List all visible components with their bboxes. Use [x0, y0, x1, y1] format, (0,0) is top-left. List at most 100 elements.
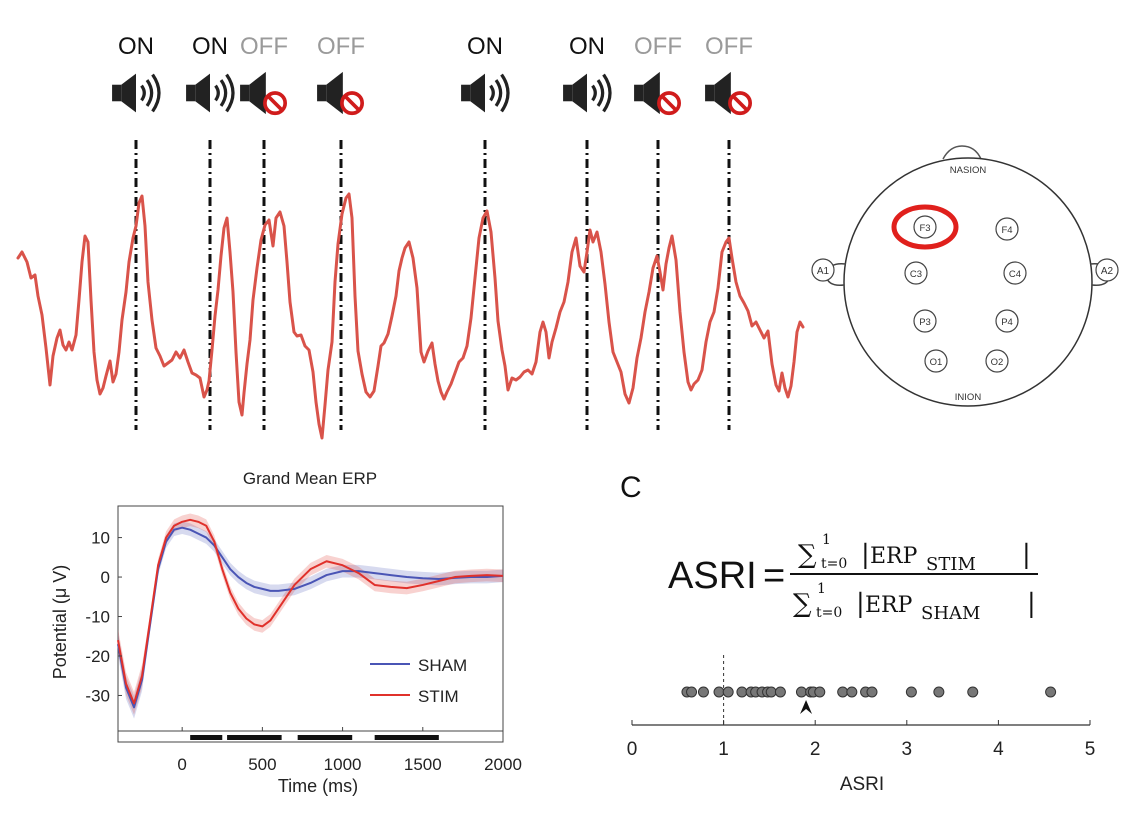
x-tick-label: 2000	[484, 755, 522, 774]
f3-highlight-ring	[891, 204, 959, 250]
speaker-muted-icon	[315, 70, 365, 116]
denominator-sum-upper: 1	[817, 581, 826, 597]
asri-formula: C ASRI = ∑ 1 t=0 | ERP STIM | ∑ 1 t=0 | …	[620, 471, 1038, 624]
event-label: ON	[569, 33, 605, 60]
band-stim	[118, 513, 503, 715]
erp-y-ticks: 10 0 -10 -20 -30	[85, 529, 122, 705]
svg-text:C3: C3	[910, 269, 922, 280]
speaker-muted-icon	[238, 70, 288, 116]
event-label: ON	[192, 33, 228, 60]
denominator-bar-right: |	[1027, 589, 1036, 619]
significance-bar-1	[190, 735, 223, 740]
asri-point	[795, 686, 807, 698]
numerator-term: ERP	[870, 544, 918, 569]
asri-point	[713, 686, 725, 698]
asri-point	[933, 686, 945, 698]
denominator-bar-left: |	[856, 589, 865, 619]
asri-tick-label: 0	[627, 739, 638, 760]
asri-point	[697, 686, 709, 698]
asri-point	[1045, 686, 1057, 698]
asri-point	[774, 686, 786, 698]
arrow-marker-icon	[800, 700, 813, 714]
y-tick-label: -10	[85, 608, 110, 627]
asri-tick-label: 1	[718, 739, 729, 760]
asri-tick-label: 3	[902, 739, 913, 760]
asri-tick-label: 5	[1085, 739, 1096, 760]
event-label: ON	[118, 33, 154, 60]
speaker-on-icon	[184, 72, 235, 114]
event-5: ON	[459, 33, 510, 430]
ear-electrode-a1: A1	[811, 258, 835, 282]
asri-point	[905, 686, 917, 698]
nose-outline	[942, 145, 982, 160]
legend-label-sham: SHAM	[418, 656, 467, 675]
formula-lhs: ASRI	[668, 555, 757, 597]
event-label: OFF	[317, 33, 365, 60]
erp-xlabel: Time (ms)	[278, 776, 358, 796]
numerator-bar-left: |	[861, 540, 870, 570]
line-stim	[117, 518, 504, 705]
asri-x-ticks: 0 1 2 3 4 5	[627, 720, 1096, 760]
denominator-sum-lower: t=0	[816, 605, 842, 621]
speaker-on-icon	[110, 72, 161, 114]
electrode-f4: F4	[995, 217, 1019, 241]
event-3: OFF	[238, 33, 288, 430]
asri-points	[681, 686, 1057, 698]
panel-letter-c: C	[620, 471, 642, 504]
electrode-p4: P4	[995, 309, 1019, 333]
svg-text:A1: A1	[817, 266, 830, 277]
svg-text:F3: F3	[919, 223, 930, 234]
asri-point	[686, 686, 698, 698]
asri-scatter: 0 1 2 3 4 5 ASRI	[627, 655, 1096, 795]
asri-tick-label: 4	[993, 739, 1004, 760]
significance-bar-2	[227, 735, 282, 740]
event-8: OFF	[703, 33, 753, 430]
numerator-bar-right: |	[1022, 540, 1031, 570]
asri-tick-label: 2	[810, 739, 821, 760]
electrode-o2: O2	[985, 349, 1009, 373]
head-outline	[843, 157, 1093, 407]
denominator-term: ERP	[865, 593, 913, 618]
eeg-head-map: NASION INION A1 A2 F3 F4 C3 C4	[811, 145, 1119, 407]
nasion-label: NASION	[950, 165, 987, 176]
svg-text:O2: O2	[991, 357, 1004, 368]
electrode-o1: O1	[924, 349, 948, 373]
x-tick-label: 0	[177, 755, 186, 774]
erp-title: Grand Mean ERP	[243, 469, 377, 488]
event-4: OFF	[315, 33, 365, 430]
x-tick-label: 500	[248, 755, 276, 774]
svg-text:A2: A2	[1101, 266, 1114, 277]
electrode-f3: F3	[913, 215, 937, 239]
event-7: OFF	[632, 33, 682, 430]
speaker-on-icon	[459, 72, 510, 114]
asri-point	[814, 686, 826, 698]
svg-text:F4: F4	[1001, 225, 1012, 236]
denominator-subscript: SHAM	[921, 603, 980, 624]
electrode-p3: P3	[913, 309, 937, 333]
event-label: OFF	[634, 33, 682, 60]
erp-legend: SHAM STIM	[370, 656, 467, 706]
significance-bar-4	[374, 735, 439, 740]
x-tick-label: 1000	[324, 755, 362, 774]
ear-electrode-a2: A2	[1095, 258, 1119, 282]
y-tick-label: 10	[91, 529, 110, 548]
stimulation-events: ON ON OFF OFF ON ON OFF OFF	[110, 33, 753, 430]
numerator-sum-lower: t=0	[821, 556, 847, 572]
svg-text:O1: O1	[930, 357, 943, 368]
svg-text:C4: C4	[1009, 269, 1021, 280]
erp-plot-frame	[117, 505, 504, 743]
legend-label-stim: STIM	[418, 687, 459, 706]
y-tick-label: -20	[85, 647, 110, 666]
numerator-sum-upper: 1	[822, 532, 831, 548]
event-label: OFF	[240, 33, 288, 60]
significance-bar-3	[297, 735, 353, 740]
speaker-muted-icon	[703, 70, 753, 116]
numerator-subscript: STIM	[926, 554, 976, 575]
inion-label: INION	[955, 392, 982, 403]
eeg-trace	[16, 192, 805, 440]
y-tick-label: -30	[85, 686, 110, 705]
significance-bars	[190, 735, 439, 740]
asri-point	[846, 686, 858, 698]
svg-text:P4: P4	[1001, 317, 1013, 328]
event-6: ON	[561, 33, 612, 430]
